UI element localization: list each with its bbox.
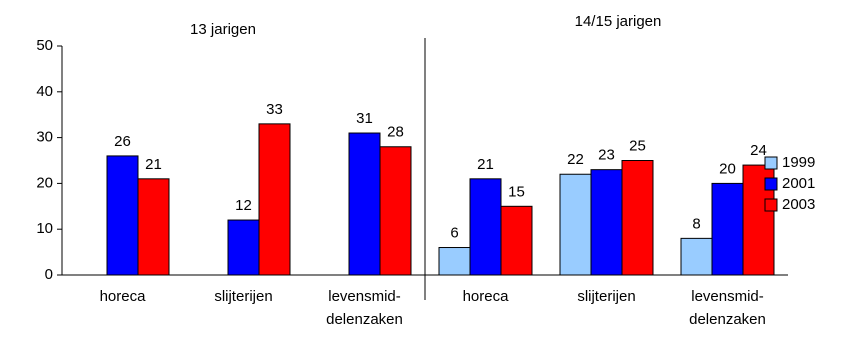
value-label: 6 — [450, 224, 458, 241]
x-tick-label: slijterijen — [214, 288, 272, 305]
value-label: 24 — [750, 142, 767, 159]
bar — [137, 178, 170, 276]
value-label: 15 — [508, 183, 525, 200]
y-tick-label: 30 — [36, 129, 53, 146]
value-label: 12 — [235, 197, 252, 214]
value-label: 22 — [567, 151, 584, 168]
value-label: 26 — [114, 133, 131, 150]
value-label: 25 — [629, 137, 646, 154]
x-tick-label: levensmid-delenzaken — [326, 288, 403, 328]
value-label: 33 — [266, 101, 283, 118]
bar — [379, 146, 412, 276]
x-tick-label: levensmid-delenzaken — [689, 288, 766, 328]
legend-swatch — [764, 156, 778, 170]
y-tick-label: 0 — [45, 266, 53, 283]
value-label: 23 — [598, 147, 615, 164]
bar — [227, 219, 260, 276]
value-label: 21 — [477, 156, 494, 173]
x-tick-label: horeca — [100, 288, 147, 305]
bar — [590, 169, 623, 276]
value-label: 21 — [145, 156, 162, 173]
bar — [621, 160, 654, 276]
legend-label: 2003 — [782, 196, 815, 213]
y-tick-label: 50 — [36, 37, 53, 54]
x-tick-label: slijterijen — [577, 288, 635, 305]
legend-label: 1999 — [782, 154, 815, 171]
legend-swatch — [764, 177, 778, 191]
group-label: 14/15 jarigen — [575, 13, 662, 30]
value-label: 8 — [692, 215, 700, 232]
x-tick-label: horeca — [463, 288, 510, 305]
value-label: 20 — [719, 160, 736, 177]
y-tick-label: 10 — [36, 220, 53, 237]
legend-swatch — [764, 198, 778, 212]
bar — [469, 178, 502, 276]
y-tick-label: 40 — [36, 83, 53, 100]
value-label: 31 — [356, 110, 373, 127]
y-tick-label: 20 — [36, 174, 53, 191]
bar — [258, 123, 291, 276]
legend-label: 2001 — [782, 175, 815, 192]
value-label: 28 — [387, 124, 404, 141]
bar — [559, 173, 592, 276]
bar — [106, 155, 139, 276]
bar — [348, 132, 381, 276]
bar — [711, 182, 744, 276]
bar — [500, 205, 533, 276]
bar — [680, 237, 713, 276]
bar — [438, 247, 471, 276]
group-label: 13 jarigen — [190, 21, 256, 38]
